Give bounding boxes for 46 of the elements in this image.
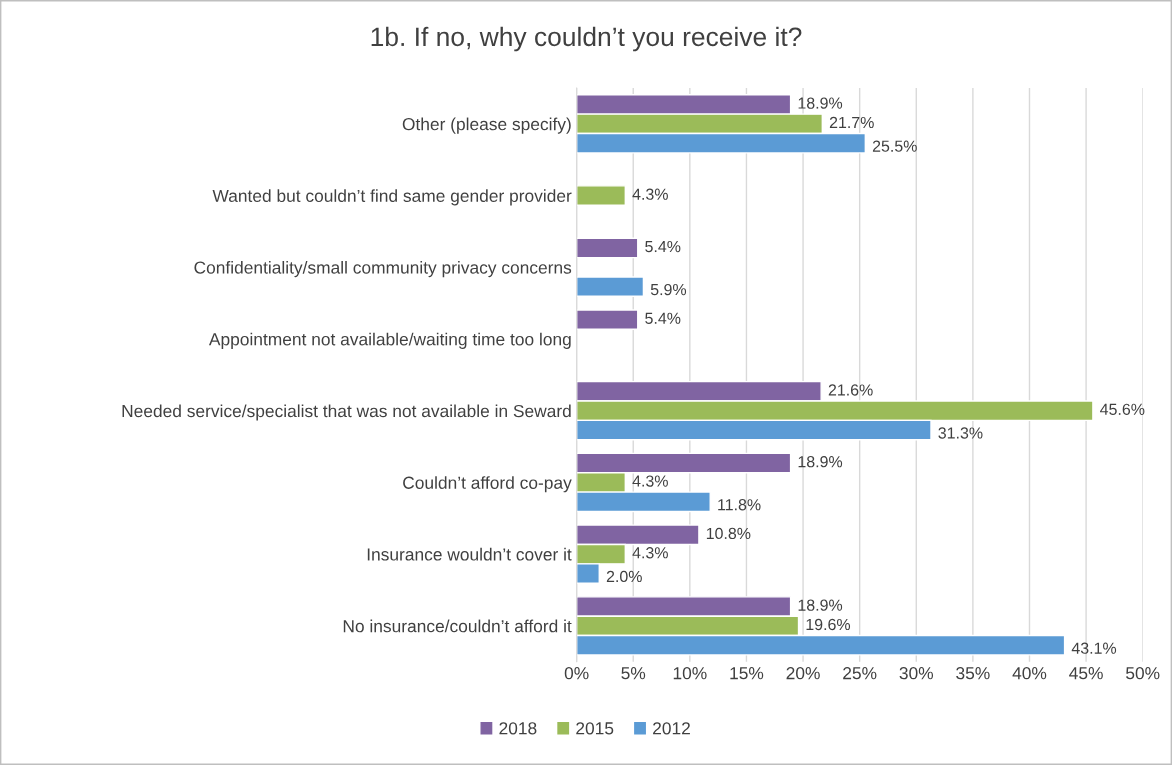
data-label: 5.4% — [645, 240, 681, 253]
x-tick-label: 40% — [1012, 667, 1047, 680]
data-label: 31.3% — [938, 427, 983, 439]
y-tick-label: Couldn’t afford co-pay — [403, 476, 572, 493]
legend-label: 2015 — [576, 722, 614, 735]
bar — [576, 185, 627, 206]
data-label: 25.5% — [872, 140, 917, 152]
legend-label: 2018 — [499, 722, 537, 735]
x-tick-label: 35% — [956, 667, 990, 680]
legend-label: 2012 — [653, 722, 690, 735]
bar — [576, 276, 645, 298]
data-label: 4.3% — [632, 547, 668, 559]
x-tick-label: 45% — [1069, 667, 1103, 680]
y-tick-label: Needed service/specialist that was not available in Seward — [122, 404, 571, 421]
y-tick-label: Other (please specify) — [402, 117, 571, 134]
x-tick-label: 10% — [673, 667, 707, 680]
x-tick-label: 20% — [786, 667, 820, 680]
x-tick-label: 5% — [621, 667, 646, 680]
data-label: 18.9% — [798, 599, 843, 611]
x-tick-label: 0% — [564, 667, 589, 680]
data-label: 18.9% — [798, 456, 843, 468]
bar — [576, 309, 639, 331]
chart-title: 1b. If no, why couldn’t you receive it? — [371, 26, 802, 52]
data-label: 11.8% — [718, 499, 761, 511]
data-label: 21.7% — [829, 116, 874, 129]
y-tick-label: Appointment not available/waiting time too long — [208, 332, 571, 349]
bar — [576, 237, 639, 259]
x-tick-label: 25% — [843, 667, 877, 680]
x-tick-label: 15% — [730, 667, 764, 680]
data-label: 43.1% — [1071, 642, 1117, 654]
data-label: 10.8% — [706, 527, 751, 540]
data-label: 18.9% — [798, 97, 843, 109]
data-label: 5.4% — [645, 312, 681, 324]
y-tick-label: No insurance/couldn’t afford it — [343, 619, 572, 633]
data-label: 21.6% — [828, 384, 873, 396]
y-tick-label: Confidentiality/small community privacy concerns — [194, 260, 572, 278]
x-tick-label: 30% — [899, 667, 934, 680]
data-label: 2.0% — [606, 570, 642, 583]
x-tick-label: 50% — [1126, 667, 1160, 680]
data-label: 19.6% — [806, 618, 851, 631]
y-tick-label: Wanted but couldn’t find same gender provider — [212, 189, 572, 206]
data-label: 45.6% — [1100, 403, 1145, 415]
data-label: 5.9% — [650, 283, 687, 296]
data-label: 4.3% — [632, 188, 668, 200]
data-label: 4.3% — [632, 475, 668, 487]
y-tick-label: Insurance wouldn’t cover it — [367, 547, 572, 561]
